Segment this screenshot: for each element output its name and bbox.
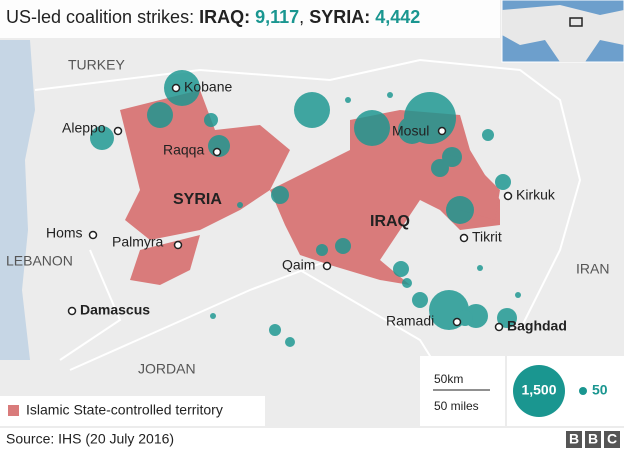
- inset-map: [501, 0, 624, 63]
- legend-label: 50: [592, 382, 608, 398]
- label: C: [607, 431, 617, 447]
- city-label: Raqqa: [163, 142, 204, 158]
- legend-bubble: [579, 387, 587, 395]
- territory-legend: [0, 396, 265, 426]
- legend-label: Islamic State-controlled territory: [26, 402, 223, 418]
- country-label: IRAN: [576, 261, 609, 277]
- city-label: Palmyra: [112, 234, 164, 250]
- sea: [0, 40, 35, 360]
- country-label: IRAQ: [370, 213, 410, 230]
- scale-label: 50km: [434, 372, 463, 386]
- label: B: [588, 431, 598, 447]
- city-label: Homs: [46, 225, 83, 241]
- label: 4,442: [375, 7, 420, 27]
- city-label: Kirkuk: [516, 187, 556, 203]
- city-label: Ramadi: [386, 313, 434, 329]
- source: Source: IHS (20 July 2016): [6, 431, 174, 447]
- title-bar: [0, 0, 500, 38]
- title: US-led coalition strikes: IRAQ: 9,117, S…: [6, 7, 420, 27]
- label: 9,117: [255, 7, 299, 27]
- bbc-logo: B B C: [566, 431, 620, 448]
- city-label: Qaim: [282, 257, 315, 273]
- label: US-led coalition strikes:: [6, 7, 194, 27]
- legend-label: 1,500: [521, 382, 556, 398]
- country-label: LEBANON: [6, 253, 73, 269]
- city-label: Tikrit: [472, 229, 502, 245]
- country-label: JORDAN: [138, 361, 196, 377]
- city-label: Damascus: [80, 302, 150, 318]
- city-label: Aleppo: [62, 120, 106, 136]
- label: SYRIA:: [309, 7, 370, 27]
- label: B: [569, 431, 579, 447]
- borders: [34, 58, 582, 421]
- city-label: Baghdad: [507, 318, 567, 334]
- scale-label: 50 miles: [434, 399, 479, 413]
- city-label: Kobane: [184, 79, 232, 95]
- footer: [0, 428, 624, 451]
- country-label: TURKEY: [68, 57, 125, 73]
- strike-bubbles: [90, 70, 521, 347]
- label: IRAQ:: [199, 7, 250, 27]
- country-label: SYRIA: [173, 191, 222, 208]
- scale-box: [420, 356, 505, 426]
- legend-bubble: [513, 365, 565, 417]
- legend-swatch: [8, 405, 19, 416]
- city-dots: [67, 83, 513, 332]
- city-label: Mosul: [392, 123, 429, 139]
